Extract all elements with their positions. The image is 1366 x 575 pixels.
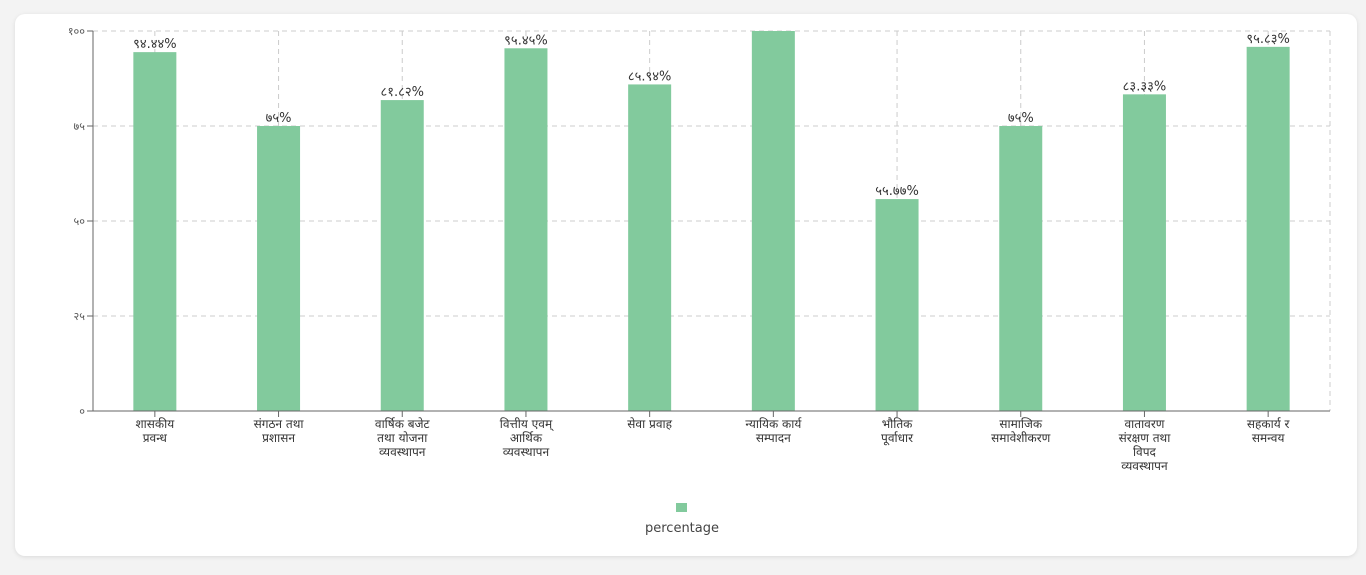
x-tick-label: वातावरण संरक्षण तथा विपद व्यवस्थापन xyxy=(1119,417,1172,473)
bar[interactable] xyxy=(257,126,301,411)
bar[interactable] xyxy=(1246,46,1290,411)
y-tick-label: १०० xyxy=(68,25,85,38)
bar[interactable] xyxy=(504,48,548,411)
bar[interactable] xyxy=(628,84,672,411)
x-tick-label: न्यायिक कार्य सम्पादन xyxy=(745,417,802,445)
bar[interactable] xyxy=(751,31,795,411)
data-label: ९५.८३% xyxy=(1246,32,1290,47)
x-tick-label: संगठन तथा प्रशासन xyxy=(254,417,305,445)
data-label: ८३.३३% xyxy=(1123,79,1167,94)
legend-label: percentage xyxy=(645,521,719,536)
bar[interactable] xyxy=(999,126,1043,411)
y-tick-label: ० xyxy=(79,405,85,418)
x-tick-label: भौतिक पूर्वाधार xyxy=(881,417,914,446)
y-tick-label: ७५ xyxy=(74,120,86,133)
bar[interactable] xyxy=(875,199,919,411)
x-tick-label: वित्तीय एवम् आर्थिक व्यवस्थापन xyxy=(500,417,554,459)
data-label: ८५.९४% xyxy=(628,69,672,84)
x-tick-label: वार्षिक बजेट तथा योजना व्यवस्थापन xyxy=(375,417,431,459)
x-tick-label: सहकार्य र समन्वय xyxy=(1247,417,1291,445)
bar[interactable] xyxy=(380,100,424,412)
data-label: ७५% xyxy=(266,111,292,126)
legend-swatch[interactable] xyxy=(676,503,687,512)
y-tick-label: ५० xyxy=(74,215,86,228)
legend: percentage xyxy=(645,503,719,536)
axes xyxy=(87,30,1330,417)
labels: ० २५ ५० ७५ १०० शासकीय प्रवन्ध संगठन तथा प्रशासन व… xyxy=(68,25,1291,473)
bars xyxy=(133,31,1290,412)
bar[interactable] xyxy=(133,52,177,412)
data-label: ९५.४५% xyxy=(504,33,548,48)
data-label: ९४.४४% xyxy=(133,37,177,52)
x-tick-label: सामाजिक समावेशीकरण xyxy=(991,417,1050,445)
bar[interactable] xyxy=(1122,94,1166,411)
x-tick-label: सेवा प्रवाह xyxy=(627,417,672,431)
data-label: ८१.८२% xyxy=(380,85,424,100)
data-label: ७५% xyxy=(1008,111,1034,126)
y-tick-label: २५ xyxy=(74,310,86,323)
x-tick-label: शासकीय प्रवन्ध xyxy=(136,417,176,445)
data-label: ५५.७७% xyxy=(875,184,919,199)
